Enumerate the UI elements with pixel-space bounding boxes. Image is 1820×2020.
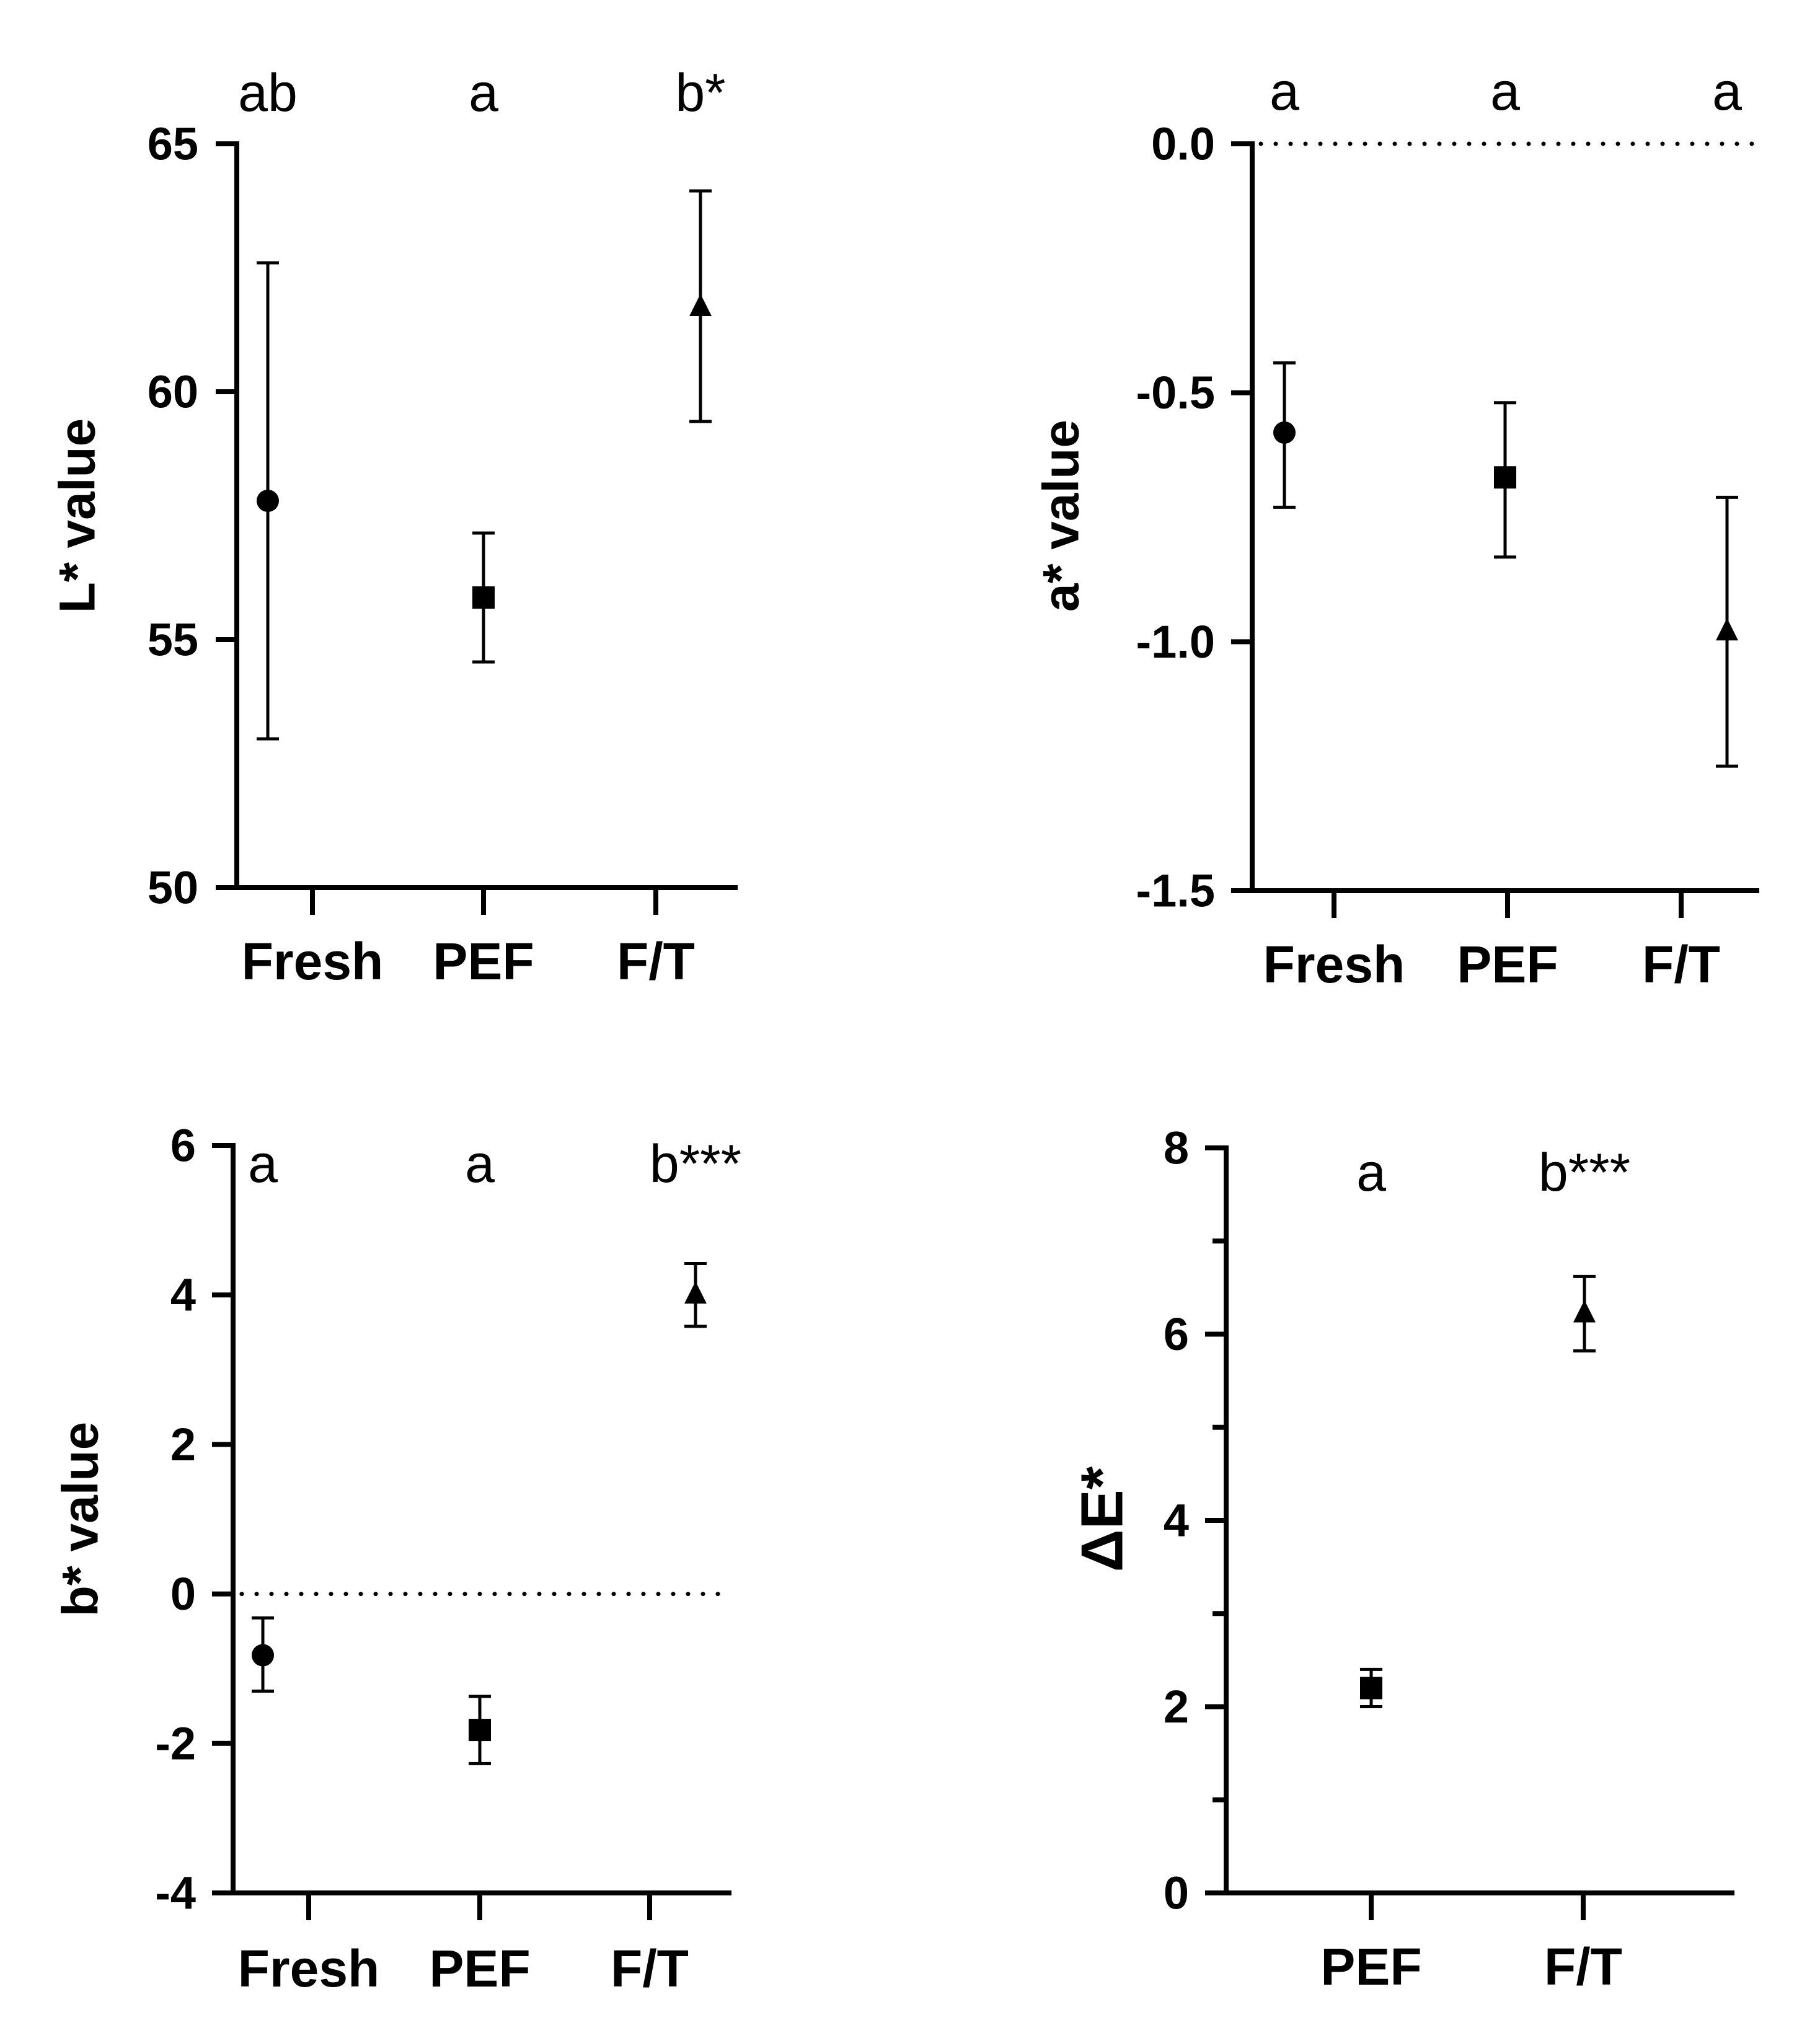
y-tick-label: -4: [155, 1868, 196, 1919]
data-point-triangle: [684, 1281, 707, 1304]
y-tick-label: -1.0: [1136, 616, 1215, 668]
y-tick-label: 8: [1164, 1122, 1189, 1174]
significance-label: b*: [675, 63, 725, 123]
significance-label: a: [248, 1134, 278, 1194]
panel-delta-e: 0 2 4 6 8 PEF F/T ΔE* a b***: [1069, 1122, 1734, 1996]
y-tick-label: 65: [148, 118, 198, 170]
data-point-square: [1360, 1677, 1382, 1700]
significance-label: a: [1270, 62, 1299, 121]
significance-label: a: [469, 63, 498, 123]
data-point-square: [472, 586, 495, 609]
data-point-triangle: [1573, 1300, 1596, 1323]
y-tick-label: 4: [1164, 1495, 1189, 1546]
y-tick-label: -2: [155, 1718, 196, 1769]
y-tick-label: 55: [148, 614, 198, 666]
x-category-label: F/T: [617, 932, 695, 990]
panel-a-value: -1.5 -1.0 -0.5 0.0 Fresh PEF F/T a* value a a a: [1033, 62, 1762, 994]
x-category-label: PEF: [433, 932, 534, 990]
data-point-circle: [1273, 421, 1296, 444]
x-category-label: PEF: [1457, 935, 1558, 994]
y-tick-label: 60: [148, 366, 198, 418]
x-category-label: Fresh: [238, 1939, 380, 1998]
y-tick-label: 0: [1164, 1868, 1189, 1919]
data-point-triangle: [1716, 618, 1738, 641]
significance-label: a: [1712, 62, 1742, 121]
y-tick-label: 2: [170, 1419, 196, 1470]
y-tick-label: 2: [1164, 1681, 1189, 1732]
data-point-square: [469, 1719, 491, 1742]
y-tick-label: -0.5: [1136, 367, 1215, 418]
y-tick-label: 4: [170, 1269, 196, 1321]
x-category-label: Fresh: [242, 932, 384, 990]
y-axis-title: ΔE*: [1069, 1466, 1136, 1572]
y-tick-label: 6: [1164, 1308, 1189, 1360]
panel-b-value: -4 -2 0 2 4 6 Fresh PEF F/T b* value a a b***: [53, 1120, 742, 1998]
significance-label: a: [1490, 62, 1520, 121]
data-point-circle: [252, 1644, 274, 1667]
y-tick-label: 6: [170, 1120, 196, 1171]
panel-l-value: 50 55 60 65 Fresh PEF F/T L* value ab a b*: [50, 63, 738, 990]
x-category-label: Fresh: [1263, 935, 1405, 994]
y-axis-title: b* value: [53, 1422, 109, 1616]
significance-label: a: [465, 1134, 495, 1194]
significance-label: a: [1356, 1143, 1386, 1202]
x-category-label: PEF: [429, 1939, 530, 1998]
data-point-square: [1494, 466, 1516, 489]
y-tick-label: 0: [170, 1568, 196, 1620]
x-category-label: F/T: [611, 1939, 689, 1998]
y-tick-label: 0.0: [1151, 118, 1215, 170]
significance-label: b***: [650, 1134, 741, 1194]
x-category-label: F/T: [1642, 935, 1720, 994]
significance-label: ab: [238, 63, 298, 123]
y-axis-title: a* value: [1033, 420, 1090, 612]
x-category-label: F/T: [1544, 1938, 1622, 1996]
significance-label: b***: [1539, 1143, 1630, 1202]
data-point-triangle: [689, 294, 712, 316]
y-tick-label: -1.5: [1136, 865, 1215, 917]
data-point-circle: [257, 490, 279, 512]
y-tick-label: 50: [148, 862, 198, 914]
y-axis-title: L* value: [50, 418, 106, 613]
x-category-label: PEF: [1320, 1938, 1421, 1996]
